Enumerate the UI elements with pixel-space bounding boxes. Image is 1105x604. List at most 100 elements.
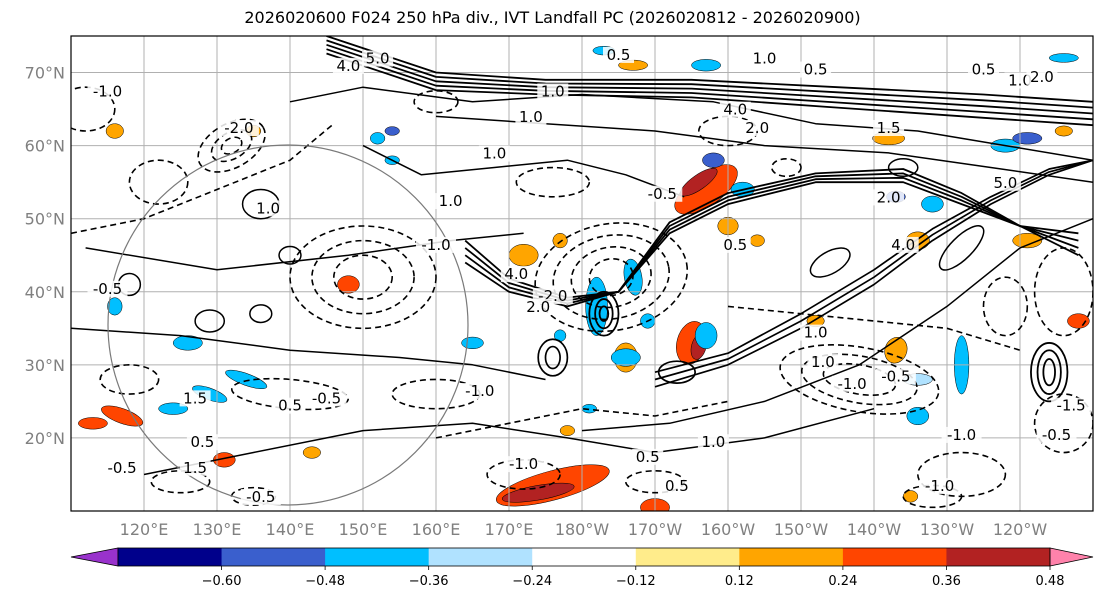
negative-contour xyxy=(771,157,802,178)
colorbar-tick-label: −0.60 xyxy=(202,574,242,589)
contour-label: -1.0 xyxy=(947,426,976,444)
contour-label-bg xyxy=(832,375,873,392)
divergence-shade xyxy=(508,244,539,267)
positive-contour xyxy=(194,309,226,333)
positive-contour xyxy=(594,298,614,330)
contour-label: 1.0 xyxy=(1008,72,1032,90)
colorbar-segment xyxy=(739,548,844,566)
negative-contour xyxy=(902,484,963,509)
positive-contour xyxy=(143,407,875,476)
divergence-shade xyxy=(749,234,765,247)
contour-label-bg xyxy=(240,489,281,506)
longitude-tick-label: 160°W xyxy=(701,520,756,539)
latitude-tick-label: 40°N xyxy=(25,283,65,302)
contour-label: 2.0 xyxy=(526,298,550,316)
latitude-tick-label: 50°N xyxy=(25,210,65,229)
negative-contour xyxy=(99,364,160,395)
longitude-tick-label: 160°E xyxy=(412,520,461,539)
longitude-tick-label: 140°E xyxy=(266,520,315,539)
negative-contour xyxy=(128,159,189,205)
contour-label-bg xyxy=(179,459,211,476)
longitude-tick-label: 170°E xyxy=(485,520,534,539)
contour-label: 2.0 xyxy=(877,188,901,206)
latitude-ticks: 20°N 30°N 40°N 50°N 60°N 70°N xyxy=(25,64,65,448)
positive-contour xyxy=(938,225,985,271)
positive-contour xyxy=(657,360,697,384)
latitude-tick-label: 70°N xyxy=(25,64,65,83)
divergence-shade xyxy=(906,406,929,426)
negative-contour xyxy=(982,276,1029,337)
contour-label-bg xyxy=(218,120,259,136)
contour-label: -1.5 xyxy=(1056,397,1085,415)
contour-label-bg xyxy=(873,189,905,206)
contour-label-bg xyxy=(719,101,751,118)
divergence-shade xyxy=(552,233,568,249)
contour-label-bg xyxy=(642,185,683,202)
contour-label: 2.0 xyxy=(1030,68,1054,86)
contour-label-bg xyxy=(1036,426,1077,443)
divergence-shade xyxy=(702,152,725,168)
chart-title: 2026020600 F024 250 hPa div., IVT Landfa… xyxy=(244,8,861,27)
colorbar-tick-label: −0.12 xyxy=(616,574,656,589)
contour-label: 0.5 xyxy=(636,448,660,466)
contour-label: 1.5 xyxy=(183,459,207,477)
positive-contour xyxy=(326,52,1093,127)
longitude-tick-label: 120°W xyxy=(993,520,1048,539)
negative-contour xyxy=(779,344,940,415)
colorbar-segment xyxy=(842,548,947,566)
colorbar: −0.60 −0.48 −0.36 −0.24 −0.12 0.12 0.24 0.36 0.4… xyxy=(70,547,1094,589)
contour-label: -0.5 xyxy=(1042,426,1071,444)
negative-contour xyxy=(588,257,634,297)
divergence-shade xyxy=(1012,132,1043,145)
contour-label-bg xyxy=(515,109,547,126)
contour-label-bg xyxy=(179,390,211,407)
colorbar-tick-label: 0.48 xyxy=(1036,574,1065,589)
positive-contour xyxy=(598,305,610,322)
colorbar-extend-high xyxy=(1049,547,1094,567)
colorbar-segment xyxy=(946,548,1051,566)
contour-label: 0.5 xyxy=(607,46,631,64)
positive-contour xyxy=(71,327,546,381)
contour-label: 1.0 xyxy=(811,353,835,371)
contour-label: 0.5 xyxy=(665,477,689,495)
contour-label-bg xyxy=(186,434,218,451)
colorbar-segment xyxy=(221,548,326,566)
contour-labels: 5.04.00.5 1.00.5 0.51.02.01.04.02.0 1.51.0-… xyxy=(87,46,1092,506)
contour-label: 1.0 xyxy=(439,192,463,210)
positive-contour xyxy=(249,304,273,324)
longitude-tick-label: 140°W xyxy=(847,520,902,539)
longitude-tick-label: 130°W xyxy=(920,520,975,539)
longitude-tick-label: 180°W xyxy=(555,520,610,539)
divergence-shade xyxy=(172,335,203,351)
contour-label-bg xyxy=(919,478,960,495)
contour-label-bg xyxy=(719,236,751,253)
contour-label-bg xyxy=(87,280,128,297)
longitude-tick-label: 150°W xyxy=(774,520,829,539)
contour-label-bg xyxy=(306,390,347,407)
contour-label-bg xyxy=(941,426,982,443)
contour-label: 1.0 xyxy=(541,82,565,100)
colorbar-tick-label: −0.24 xyxy=(512,574,552,589)
colorbar-extend-low xyxy=(70,547,119,567)
contour-label: 4.0 xyxy=(723,101,747,119)
positive-contour xyxy=(362,144,685,198)
positive-contour xyxy=(326,43,1093,115)
divergence-shade xyxy=(691,59,721,72)
contour-label: -1.0 xyxy=(837,375,866,393)
negative-contour xyxy=(311,239,415,315)
contour-label: -0.5 xyxy=(312,389,341,407)
contour-label-bg xyxy=(807,353,839,370)
contour-label-bg xyxy=(632,448,664,465)
map-frame xyxy=(70,35,1094,512)
colorbar-segment xyxy=(325,548,430,566)
contour-label: 1.5 xyxy=(877,119,901,137)
colorbar-segment xyxy=(635,548,740,566)
contour-label-bg xyxy=(800,61,832,78)
contour-label: -1.0 xyxy=(421,236,450,254)
contour-label-bg xyxy=(697,434,729,451)
positive-contour xyxy=(588,290,620,337)
contour-label: 1.0 xyxy=(701,433,725,451)
divergence-shade xyxy=(694,322,718,350)
negative-contour xyxy=(413,90,459,114)
contour-label: 5.0 xyxy=(993,174,1017,192)
